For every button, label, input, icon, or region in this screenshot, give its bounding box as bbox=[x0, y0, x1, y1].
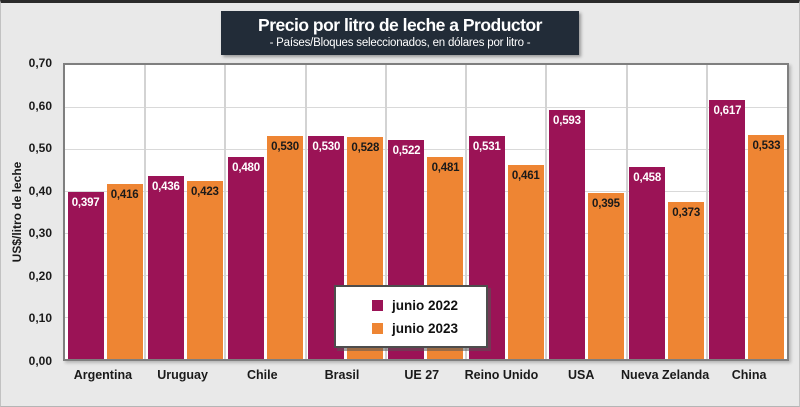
y-axis-ticks: 0,70 0,60 0,50 0,40 0,30 0,20 0,10 0,00 bbox=[1, 56, 57, 368]
bar-group-argentina: 0,397 0,416 bbox=[65, 65, 145, 359]
gridline-horizontal bbox=[65, 107, 787, 108]
y-axis-tick: 0,50 bbox=[28, 141, 52, 156]
bar-junio-2023-argentina: 0,416 bbox=[106, 184, 143, 359]
x-axis-labels: Argentina Uruguay Chile Brasil UE 27 Reino Un… bbox=[63, 368, 789, 382]
bar-group-chile: 0,480 0,530 bbox=[225, 65, 305, 359]
legend-item-label: junio 2023 bbox=[392, 320, 459, 336]
gridline-vertical bbox=[224, 65, 227, 359]
legend-item: junio 2022 bbox=[372, 295, 486, 315]
x-axis-label-reino-unido: Reino Unido bbox=[464, 368, 539, 382]
bar-group-china: 0,617 0,533 bbox=[707, 65, 787, 359]
bar-value-label: 0,461 bbox=[511, 170, 540, 183]
bar-junio-2023-uruguay: 0,423 bbox=[186, 181, 223, 359]
bar-value-label: 0,373 bbox=[672, 207, 701, 220]
bar-junio-2023-china: 0,533 bbox=[748, 135, 785, 359]
bar-value-label: 0,397 bbox=[71, 197, 100, 210]
bar-junio-2023-usa: 0,395 bbox=[587, 193, 624, 359]
bar-junio-2022-uruguay: 0,436 bbox=[147, 175, 184, 359]
x-axis-label-ue-27: UE 27 bbox=[404, 368, 440, 382]
bar-value-label: 0,531 bbox=[472, 140, 501, 153]
bar-junio-2023-chile: 0,530 bbox=[267, 136, 304, 359]
bar-value-label: 0,480 bbox=[232, 162, 260, 175]
bar-value-label: 0,481 bbox=[431, 161, 460, 174]
y-axis-tick: 0,30 bbox=[28, 226, 52, 241]
chart-title-box: Precio por litro de leche a Productor - … bbox=[221, 11, 579, 56]
bar-junio-2022-argentina: 0,397 bbox=[67, 192, 104, 359]
bar-junio-2022-usa: 0,593 bbox=[548, 109, 585, 359]
gridline-horizontal bbox=[65, 149, 787, 150]
x-axis-label-china: China bbox=[731, 368, 767, 382]
bar-value-label: 0,528 bbox=[351, 142, 380, 155]
bar-value-label: 0,617 bbox=[713, 104, 742, 117]
bar-junio-2022-china: 0,617 bbox=[709, 99, 746, 359]
x-axis-label-chile: Chile bbox=[247, 368, 278, 382]
x-axis-label-usa: USA bbox=[567, 368, 595, 382]
legend-swatch bbox=[372, 299, 383, 311]
legend: junio 2022 junio 2023 bbox=[334, 285, 488, 348]
gridline-horizontal bbox=[65, 191, 787, 192]
legend-item: junio 2023 bbox=[372, 318, 486, 338]
x-axis-label-uruguay: Uruguay bbox=[157, 368, 208, 382]
bar-junio-2023-nueva-zelanda: 0,373 bbox=[668, 202, 705, 359]
bar-value-label: 0,593 bbox=[553, 114, 581, 127]
bar-value-label: 0,416 bbox=[110, 189, 139, 202]
bar-group-usa: 0,593 0,395 bbox=[546, 65, 626, 359]
gridline-horizontal bbox=[65, 275, 787, 276]
bar-group-nueva-zelanda: 0,458 0,373 bbox=[627, 65, 707, 359]
bar-value-label: 0,395 bbox=[592, 198, 620, 211]
y-axis-tick: 0,20 bbox=[28, 268, 52, 283]
bar-group-uruguay: 0,436 0,423 bbox=[145, 65, 225, 359]
gridline-horizontal bbox=[65, 233, 787, 234]
bar-value-label: 0,458 bbox=[633, 171, 662, 184]
legend-swatch bbox=[372, 322, 383, 334]
y-axis-tick: 0,10 bbox=[28, 311, 52, 326]
bar-junio-2023-reino-unido: 0,461 bbox=[507, 165, 544, 359]
bar-value-label: 0,436 bbox=[151, 180, 180, 193]
gridline-vertical bbox=[705, 65, 708, 359]
bar-value-label: 0,522 bbox=[392, 144, 421, 157]
bar-junio-2022-nueva-zelanda: 0,458 bbox=[629, 166, 666, 359]
y-axis-tick: 0,60 bbox=[28, 98, 52, 113]
bar-value-label: 0,533 bbox=[752, 140, 781, 153]
gridline-vertical bbox=[465, 65, 468, 359]
gridline-vertical bbox=[545, 65, 548, 359]
bar-value-label: 0,530 bbox=[312, 141, 341, 154]
gridline-vertical bbox=[144, 65, 147, 359]
y-axis-tick: 0,70 bbox=[28, 56, 52, 70]
legend-item-label: junio 2022 bbox=[392, 297, 459, 313]
gridline-vertical bbox=[625, 65, 628, 359]
y-axis-tick: 0,40 bbox=[28, 183, 52, 198]
chart-subtitle: - Países/Bloques seleccionados, en dólar… bbox=[269, 37, 531, 49]
chart-title: Precio por litro de leche a Productor bbox=[258, 15, 542, 35]
plot-area: 0,397 0,416 0,436 0,423 0,480 0,530 0,530 0,528… bbox=[63, 63, 789, 361]
x-axis-label-nueva-zelanda: Nueva Zelanda bbox=[621, 368, 710, 382]
x-axis-label-brasil: Brasil bbox=[324, 368, 360, 382]
bar-value-label: 0,423 bbox=[190, 186, 219, 199]
y-axis-tick: 0,00 bbox=[28, 354, 52, 368]
bar-value-label: 0,530 bbox=[271, 141, 299, 154]
gridline-vertical bbox=[384, 65, 387, 359]
x-axis-label-argentina: Argentina bbox=[73, 368, 133, 382]
bar-junio-2022-chile: 0,480 bbox=[228, 157, 265, 359]
gridline-vertical bbox=[304, 65, 307, 359]
